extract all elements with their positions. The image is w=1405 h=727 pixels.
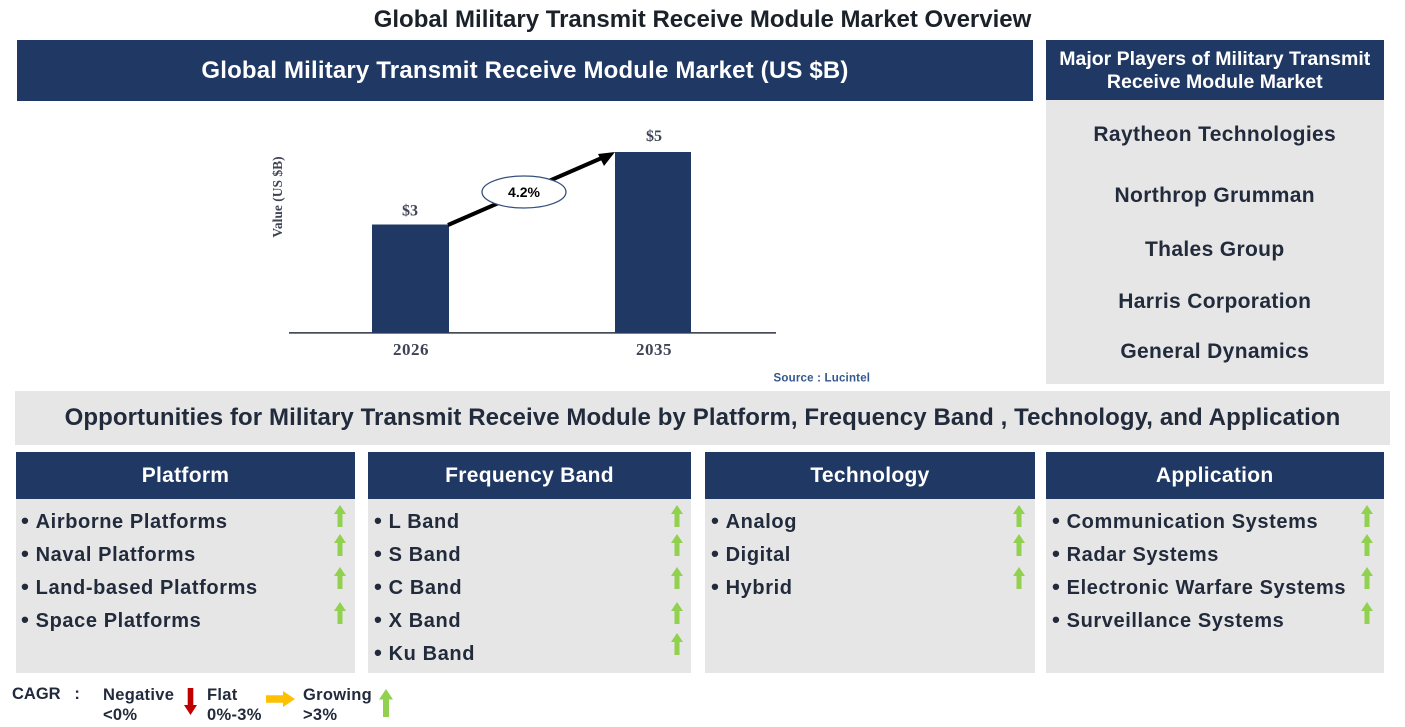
svg-text:4.2%: 4.2% bbox=[508, 184, 540, 200]
svg-text:Source : Lucintel: Source : Lucintel bbox=[774, 373, 871, 385]
svg-text:2026: 2026 bbox=[393, 340, 429, 359]
svg-text:Value (US $B): Value (US $B) bbox=[270, 156, 285, 237]
svg-text:2035: 2035 bbox=[636, 340, 672, 359]
svg-text:$3: $3 bbox=[402, 203, 418, 220]
svg-text:$5: $5 bbox=[646, 128, 662, 145]
